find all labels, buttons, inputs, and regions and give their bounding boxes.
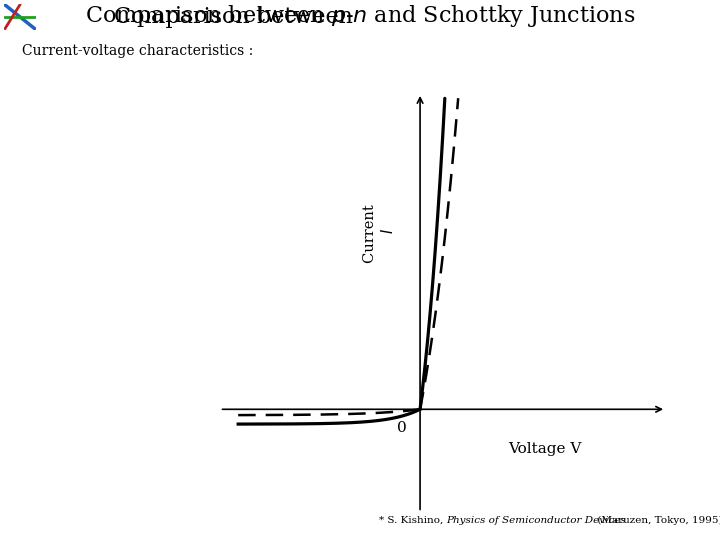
Text: 0: 0 [397, 421, 407, 435]
Text: Current-voltage characteristics :: Current-voltage characteristics : [22, 44, 253, 58]
Text: Comparison between $\it{p}$-$\it{n}$ and Schottky Junctions: Comparison between $\it{p}$-$\it{n}$ and… [85, 3, 635, 29]
Text: Current: Current [363, 200, 377, 263]
Text: * S. Kishino,: * S. Kishino, [379, 516, 446, 525]
Text: Comparison between: Comparison between [114, 6, 360, 28]
Text: Voltage V: Voltage V [508, 442, 582, 456]
Text: Physics of Semiconductor Devices: Physics of Semiconductor Devices [446, 516, 626, 525]
Text: (Maruzen, Tokyo, 1995).: (Maruzen, Tokyo, 1995). [594, 516, 720, 525]
Text: $\it{I}$: $\it{I}$ [379, 228, 396, 234]
